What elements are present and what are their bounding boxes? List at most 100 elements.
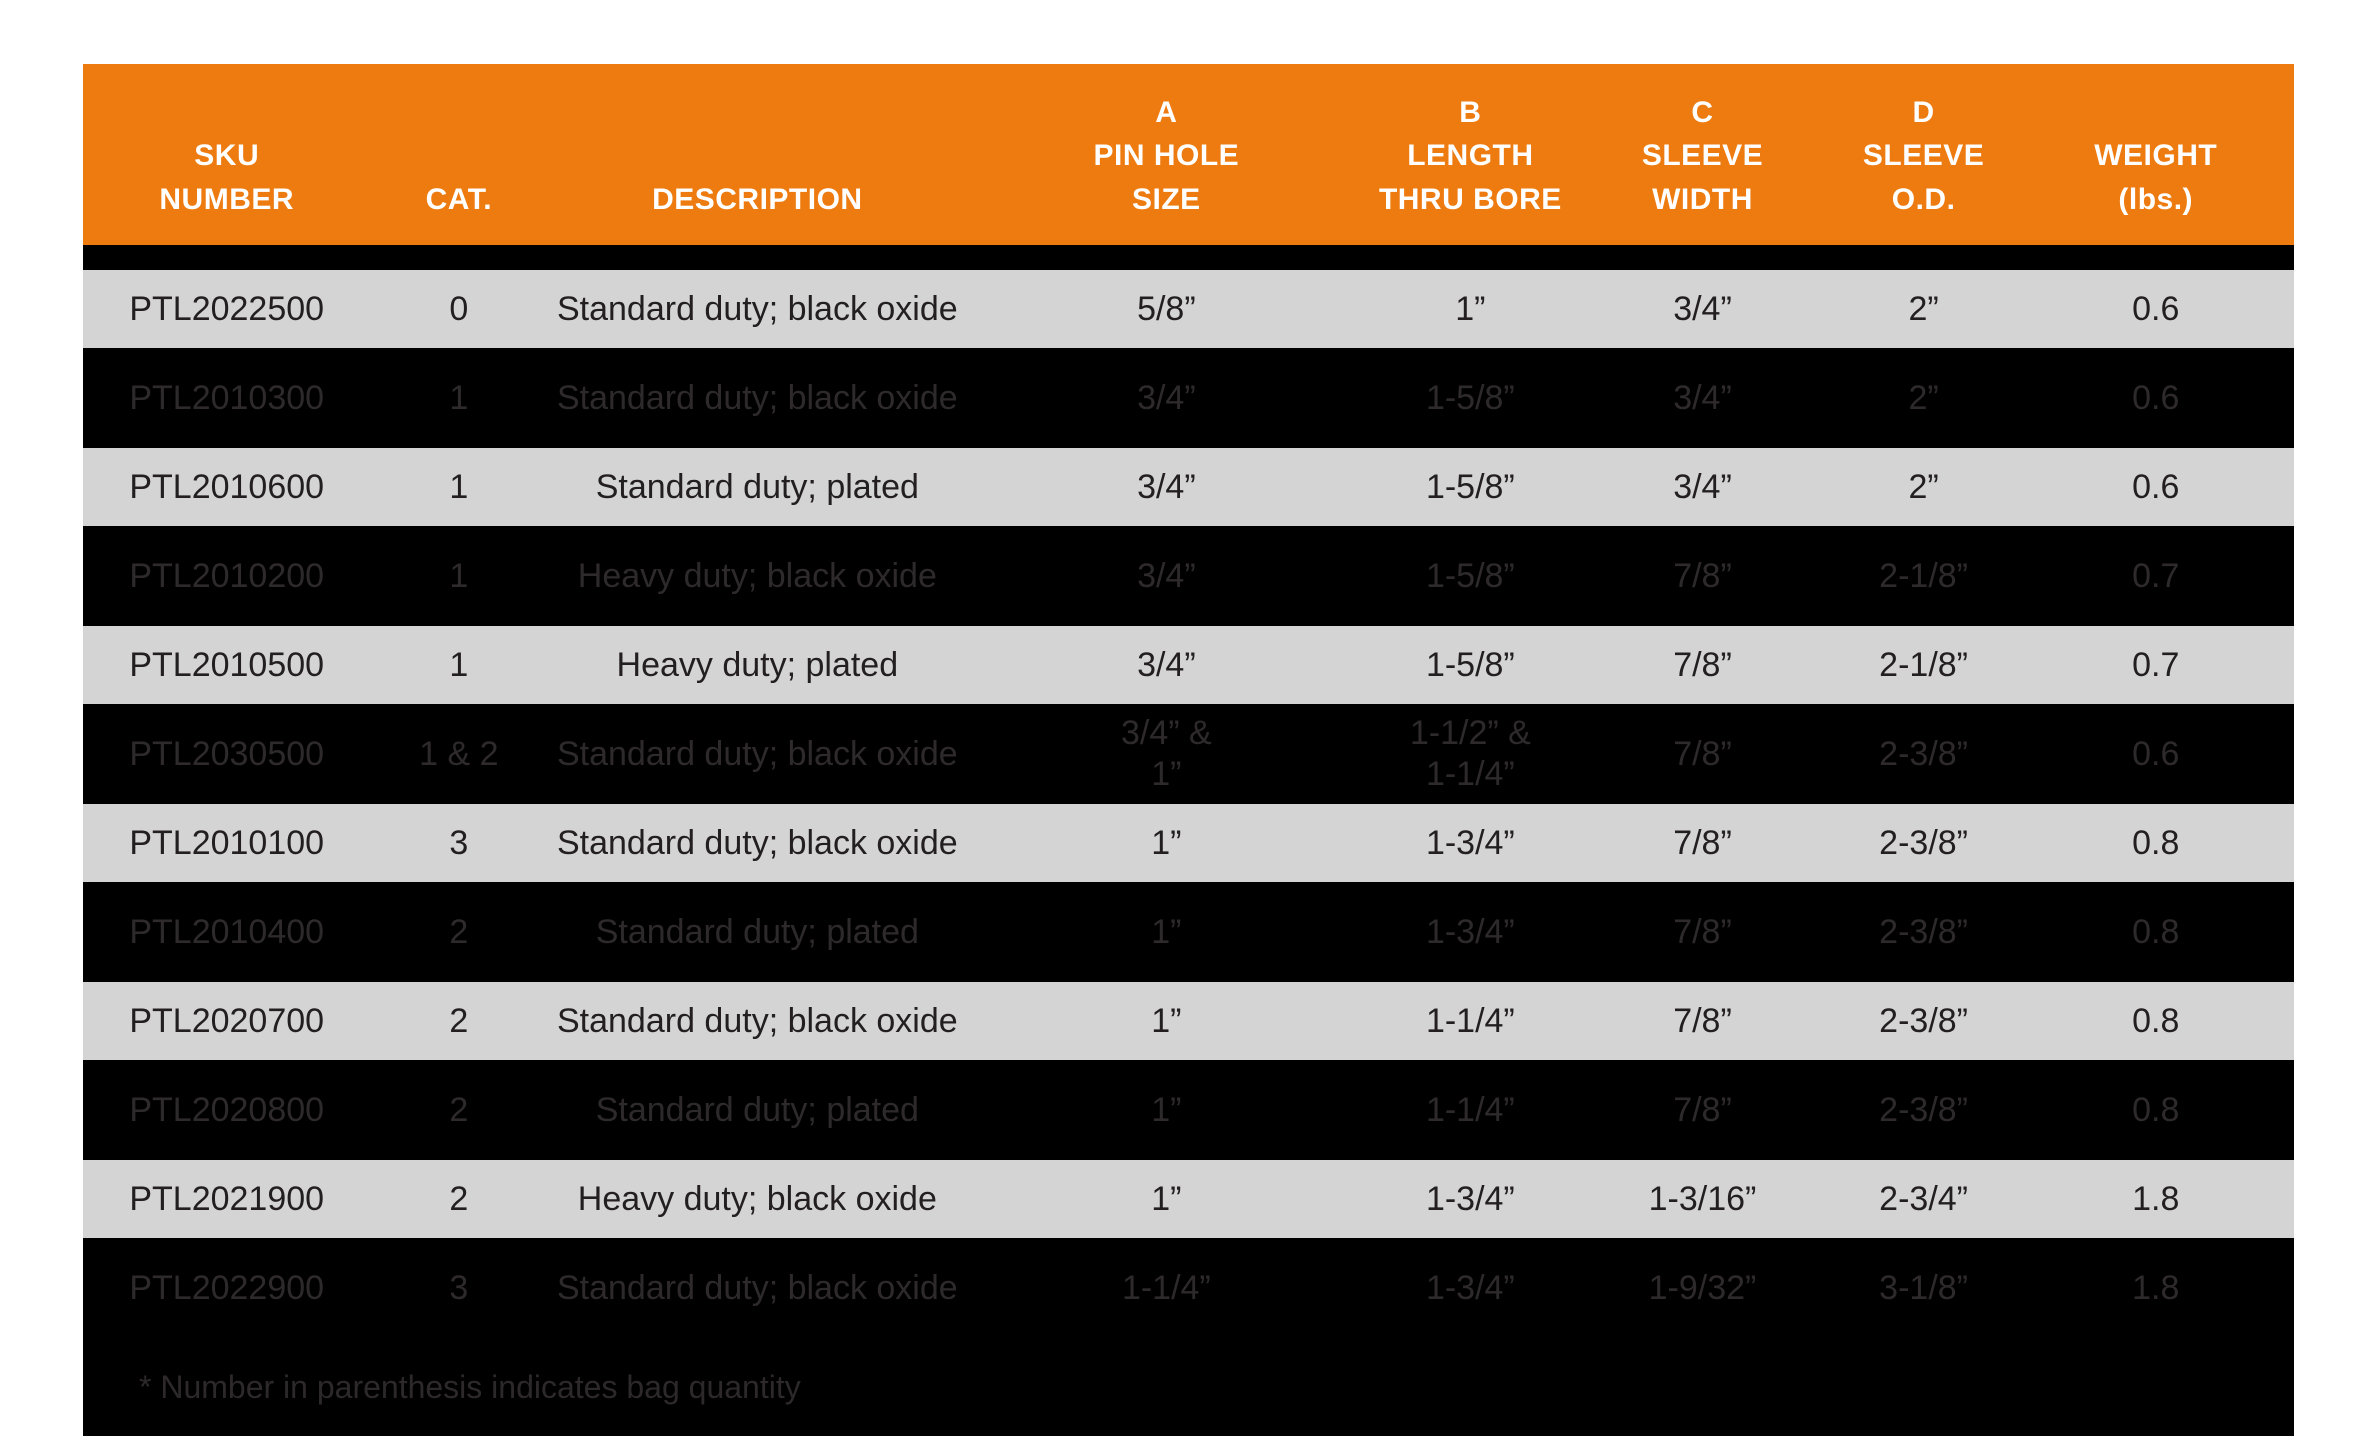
cell-length-thru-bore: 1-1/2” & 1-1/4”: [1409, 714, 1531, 793]
cell-cat: 3: [449, 823, 469, 862]
table-header-row: SKU NUMBER CAT. DESCRIPTION A PIN HOLE S…: [83, 64, 2294, 245]
cell-pin-hole-size: 1”: [1151, 823, 1182, 862]
cell-description: Heavy duty; black oxide: [577, 1179, 937, 1218]
cell-weight: 1.8: [2132, 1268, 2180, 1307]
cell-pin-hole-size: 1-1/4”: [1121, 1268, 1211, 1307]
cell-weight: 0.6: [2132, 734, 2180, 773]
cell-weight: 0.8: [2132, 1090, 2180, 1129]
cell-description: Standard duty; plated: [595, 467, 919, 506]
table-footer: * Number in parenthesis indicates bag qu…: [83, 1338, 2294, 1436]
cell-sleeve-od: 2-3/8”: [1879, 734, 1968, 773]
cell-weight: 0.7: [2132, 645, 2180, 684]
column-header-weight: WEIGHT (lbs.): [2094, 139, 2218, 216]
cell-cat: 1: [449, 467, 469, 506]
cell-length-thru-bore: 1-5/8”: [1425, 645, 1515, 684]
cell-description: Standard duty; black oxide: [556, 734, 958, 773]
cell-sleeve-width: 7/8”: [1673, 1090, 1732, 1129]
column-header-sleeve-width: C SLEEVE WIDTH: [1641, 95, 1764, 216]
cell-cat: 1 & 2: [419, 734, 499, 773]
table-row: PTL2021900 2 Heavy duty; black oxide 1” …: [83, 1160, 2294, 1238]
cell-sku: PTL2022900: [129, 1268, 325, 1307]
table-row: PTL2010500 1 Heavy duty; plated 3/4” 1-5…: [83, 626, 2294, 704]
cell-description: Heavy duty; plated: [616, 645, 899, 684]
cell-pin-hole-size: 1”: [1151, 1001, 1182, 1040]
cell-weight: 0.8: [2132, 912, 2180, 951]
cell-cat: 1: [449, 556, 469, 595]
cell-description: Standard duty; black oxide: [556, 289, 958, 328]
table-row: PTL2010200 1 Heavy duty; black oxide 3/4…: [83, 526, 2294, 626]
cell-pin-hole-size: 3/4”: [1137, 645, 1196, 684]
table-row: PTL2010300 1 Standard duty; black oxide …: [83, 348, 2294, 448]
table-row: PTL2010100 3 Standard duty; black oxide …: [83, 804, 2294, 882]
cell-length-thru-bore: 1-3/4”: [1425, 1268, 1515, 1307]
cell-weight: 0.8: [2132, 823, 2180, 862]
cell-cat: 0: [449, 289, 469, 328]
cell-cat: 2: [449, 912, 469, 951]
cell-pin-hole-size: 1”: [1151, 1090, 1182, 1129]
cell-weight: 0.6: [2132, 467, 2180, 506]
cell-weight: 0.7: [2132, 556, 2180, 595]
cell-sleeve-width: 3/4”: [1673, 467, 1732, 506]
cell-sleeve-width: 7/8”: [1673, 1001, 1732, 1040]
cell-weight: 1.8: [2132, 1179, 2180, 1218]
cell-pin-hole-size: 3/4”: [1137, 556, 1196, 595]
cell-sleeve-width: 1-9/32”: [1648, 1268, 1757, 1307]
cell-length-thru-bore: 1-3/4”: [1425, 1179, 1515, 1218]
cell-sleeve-od: 2-3/8”: [1879, 1090, 1968, 1129]
cell-sleeve-od: 2”: [1908, 378, 1939, 417]
column-header-sleeve-od: D SLEEVE O.D.: [1862, 95, 1985, 216]
cell-sleeve-width: 7/8”: [1673, 645, 1732, 684]
column-header-cat: CAT.: [425, 182, 493, 216]
table-row: PTL2010600 1 Standard duty; plated 3/4” …: [83, 448, 2294, 526]
cell-weight: 0.6: [2132, 378, 2180, 417]
product-spec-table: SKU NUMBER CAT. DESCRIPTION A PIN HOLE S…: [83, 64, 2294, 1436]
cell-cat: 3: [449, 1268, 469, 1307]
table-row: PTL2022900 3 Standard duty; black oxide …: [83, 1238, 2294, 1338]
cell-sleeve-od: 2-3/8”: [1879, 1001, 1968, 1040]
cell-sku: PTL2010600: [129, 467, 325, 506]
cell-sku: PTL2010100: [129, 823, 325, 862]
cell-cat: 2: [449, 1179, 469, 1218]
cell-sleeve-od: 2-1/8”: [1879, 645, 1968, 684]
cell-pin-hole-size: 3/4”: [1137, 378, 1196, 417]
cell-pin-hole-size: 1”: [1151, 1179, 1182, 1218]
cell-cat: 2: [449, 1001, 469, 1040]
cell-sleeve-width: 1-3/16”: [1648, 1179, 1757, 1218]
cell-sleeve-width: 7/8”: [1673, 823, 1732, 862]
cell-length-thru-bore: 1-1/4”: [1425, 1090, 1515, 1129]
cell-sku: PTL2020800: [129, 1090, 325, 1129]
cell-sleeve-width: 7/8”: [1673, 912, 1732, 951]
cell-length-thru-bore: 1-3/4”: [1425, 823, 1515, 862]
column-header-description: DESCRIPTION: [652, 182, 863, 216]
cell-sleeve-width: 7/8”: [1673, 556, 1732, 595]
table-row: PTL2020800 2 Standard duty; plated 1” 1-…: [83, 1060, 2294, 1160]
table-row: PTL2022500 0 Standard duty; black oxide …: [83, 270, 2294, 348]
cell-sleeve-width: 3/4”: [1673, 378, 1732, 417]
cell-pin-hole-size: 3/4” & 1”: [1121, 714, 1212, 793]
cell-sleeve-od: 3-1/8”: [1879, 1268, 1968, 1307]
cell-sku: PTL2010200: [129, 556, 325, 595]
cell-length-thru-bore: 1-5/8”: [1425, 556, 1515, 595]
cell-length-thru-bore: 1-5/8”: [1425, 467, 1515, 506]
cell-length-thru-bore: 1-3/4”: [1425, 912, 1515, 951]
cell-pin-hole-size: 3/4”: [1137, 467, 1196, 506]
cell-description: Standard duty; black oxide: [556, 1268, 958, 1307]
cell-sku: PTL2010300: [129, 378, 325, 417]
table-row: PTL2010400 2 Standard duty; plated 1” 1-…: [83, 882, 2294, 982]
cell-sleeve-od: 2-3/8”: [1879, 823, 1968, 862]
cell-length-thru-bore: 1”: [1455, 289, 1486, 328]
cell-sleeve-width: 3/4”: [1673, 289, 1732, 328]
cell-sleeve-width: 7/8”: [1673, 734, 1732, 773]
cell-sku: PTL2030500: [129, 734, 325, 773]
cell-sku: PTL2010400: [129, 912, 325, 951]
cell-sku: PTL2022500: [129, 289, 325, 328]
cell-description: Standard duty; plated: [595, 912, 919, 951]
cell-length-thru-bore: 1-1/4”: [1425, 1001, 1515, 1040]
cell-weight: 0.6: [2132, 289, 2180, 328]
cell-description: Standard duty; plated: [595, 1090, 919, 1129]
table-row: PTL2020700 2 Standard duty; black oxide …: [83, 982, 2294, 1060]
footnote-text: * Number in parenthesis indicates bag qu…: [139, 1368, 801, 1405]
cell-sleeve-od: 2-3/8”: [1879, 912, 1968, 951]
cell-sku: PTL2021900: [129, 1179, 325, 1218]
